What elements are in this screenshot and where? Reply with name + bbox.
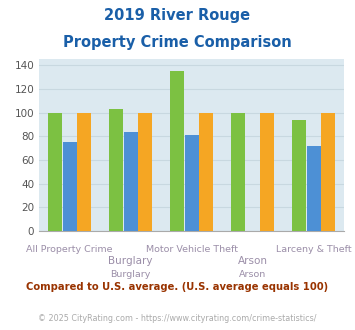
Text: All Property Crime: All Property Crime xyxy=(26,245,113,254)
Text: © 2025 CityRating.com - https://www.cityrating.com/crime-statistics/: © 2025 CityRating.com - https://www.city… xyxy=(38,314,317,323)
Bar xyxy=(77,113,91,231)
Bar xyxy=(292,120,306,231)
Bar xyxy=(48,113,62,231)
Text: 2019 River Rouge: 2019 River Rouge xyxy=(104,8,251,23)
Text: Larceny & Theft: Larceny & Theft xyxy=(276,245,352,254)
Bar xyxy=(185,135,199,231)
Bar xyxy=(307,146,321,231)
Text: Arson: Arson xyxy=(239,270,266,279)
Text: Compared to U.S. average. (U.S. average equals 100): Compared to U.S. average. (U.S. average … xyxy=(26,282,329,292)
Text: Property Crime Comparison: Property Crime Comparison xyxy=(63,35,292,50)
Text: Burglary: Burglary xyxy=(108,256,153,266)
Text: Burglary: Burglary xyxy=(110,270,151,279)
Bar xyxy=(200,113,213,231)
Bar xyxy=(261,113,274,231)
Bar xyxy=(322,113,335,231)
Bar xyxy=(109,109,123,231)
Text: Arson: Arson xyxy=(238,256,268,266)
Bar xyxy=(231,113,245,231)
Bar xyxy=(170,71,184,231)
Bar xyxy=(138,113,152,231)
Text: Motor Vehicle Theft: Motor Vehicle Theft xyxy=(146,245,238,254)
Bar xyxy=(124,132,138,231)
Legend: River Rouge, Michigan, National: River Rouge, Michigan, National xyxy=(50,326,334,330)
Bar xyxy=(62,142,77,231)
